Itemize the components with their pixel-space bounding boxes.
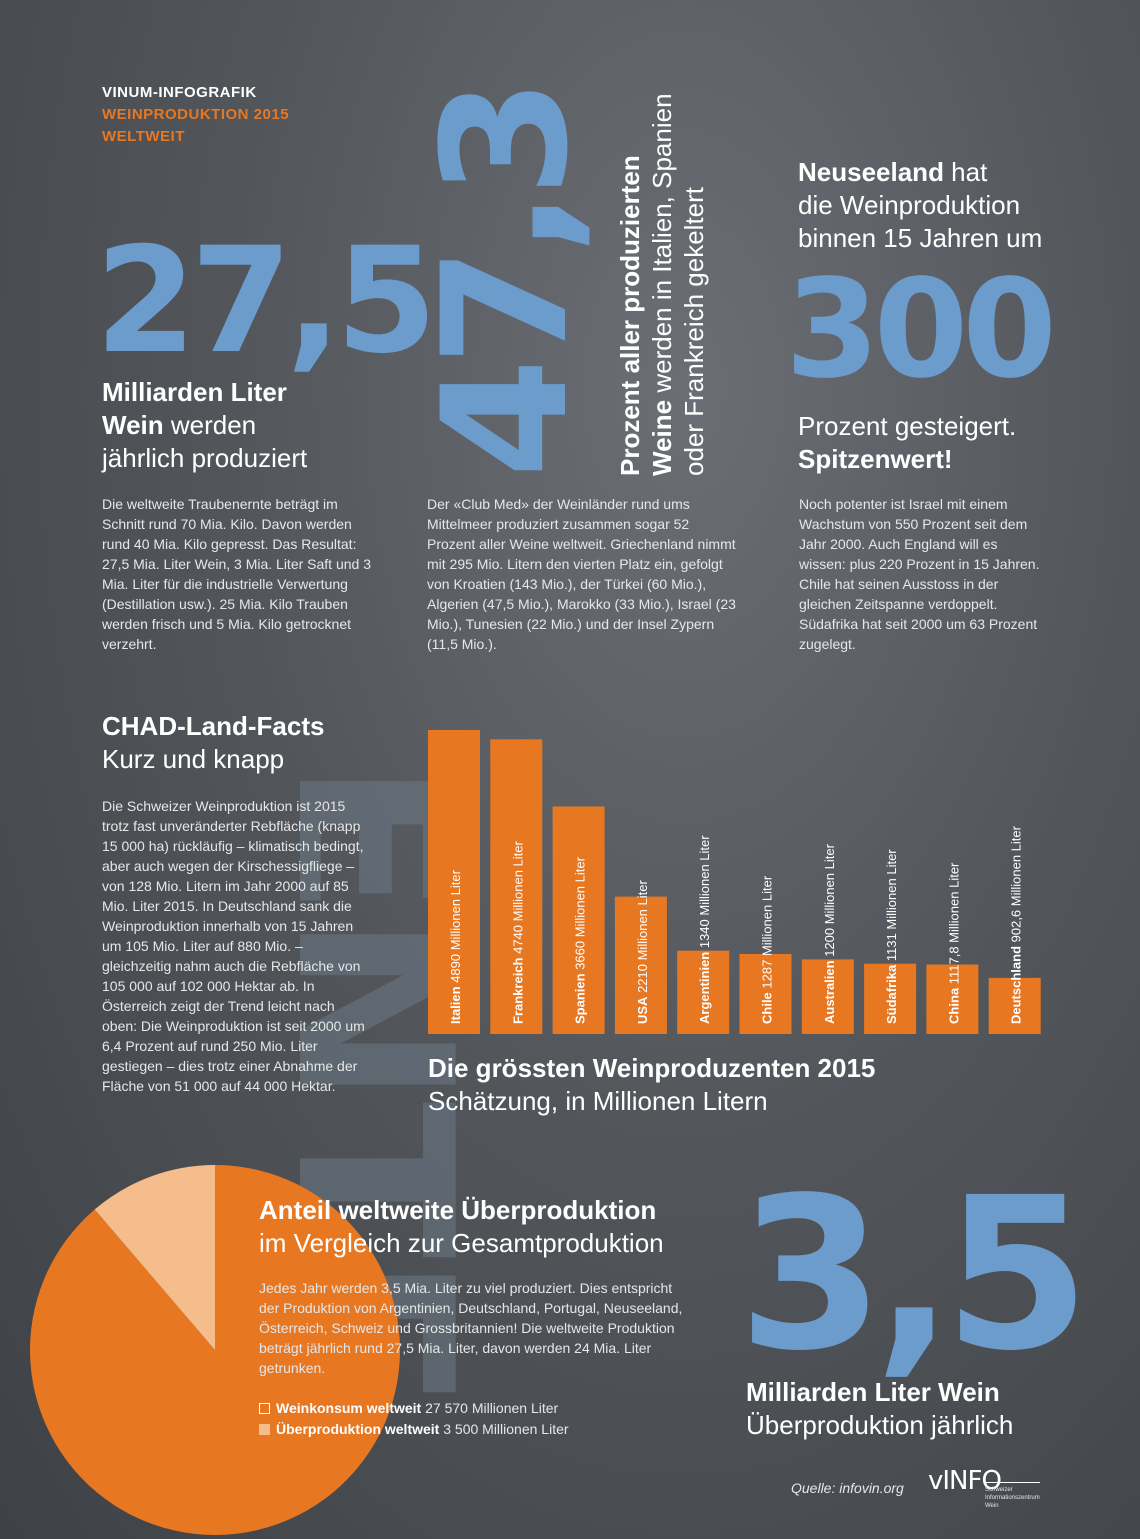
bar-label-frankreich: Frankreich 4740 Millionen Liter [510,840,525,1024]
stat4-label: Milliarden Liter Wein Überproduktion jäh… [746,1377,1014,1440]
header-line-3: WELTWEIT [102,128,185,145]
bar-label-argentinien: Argentinien 1340 Millionen Liter [697,835,712,1024]
bar-label-china: China 1117,8 Millionen Liter [946,862,961,1024]
pie-legend: Weinkonsum weltweit 27 570 Millionen Lit… [259,1398,569,1440]
header-line-1: VINUM-INFOGRAFIK [102,84,257,101]
stat3-number: 300 [785,251,1057,409]
stat2-label: Prozent aller produzierten Weine werden … [615,93,709,476]
bar-label-australien: Australien 1200 Millionen Liter [822,843,837,1024]
logo-rule [985,1482,1040,1483]
legend-swatch-consumption [259,1403,270,1414]
bar-china [926,964,979,1034]
bar-usa [614,896,667,1034]
bar-label-spanien: Spanien 3660 Millionen Liter [573,856,588,1024]
stat2-text: Der «Club Med» der Weinländer rund ums M… [427,496,736,652]
stat3-tail: Prozent gesteigert. Spitzenwert! [798,411,1017,474]
bar-italien [428,730,480,1034]
stat4-number: 3,5 [738,1152,1090,1397]
stat1-number: 27,5 [95,216,437,386]
bar-frankreich [490,739,543,1034]
bar-label-deutschland: Deutschland 902,6 Millionen Liter [1009,825,1024,1024]
legend-item-overproduction: Überproduktion weltweit 3 500 Millionen … [259,1419,569,1440]
bar-südafrika [864,963,917,1034]
bar-label-italien: Italien 4890 Millionen Liter [448,869,463,1024]
bar-australien [801,959,854,1034]
bar-chart-title: Die grössten Weinproduzenten 2015 [428,1053,876,1083]
pie-chart-svg [30,1165,401,1535]
legend-item-consumption: Weinkonsum weltweit 27 570 Millionen Lit… [259,1398,569,1419]
legend-swatch-overproduction [259,1424,270,1435]
chad-heading: CHAD-Land-Facts Kurz und knapp [102,711,325,774]
stat3-lead: Neuseeland hat die Weinproduktion binnen… [798,157,1043,253]
stat3-text: Noch potenter ist Israel mit einem Wachs… [799,496,1040,652]
bar-argentinien [677,950,730,1034]
bar-label-chile: Chile 1287 Millionen Liter [760,875,775,1024]
source-credit: Quelle: infovin.org [791,1480,904,1496]
chad-text: Die Schweizer Weinproduktion ist 2015 tr… [102,798,365,1094]
bar-chart-subtitle: Schätzung, in Millionen Litern [428,1086,768,1116]
infographic-header: VINUM-INFOGRAFIK WEINPRODUKTION 2015 WEL… [102,82,289,148]
stat1-label: Milliarden Liter Wein werden jährlich pr… [102,377,308,473]
pie-text: Jedes Jahr werden 3,5 Mia. Liter zu viel… [259,1280,683,1376]
stat1-text: Die weltweite Traubenernte beträgt im Sc… [102,496,371,652]
bar-chart-svg: Italien 4890 Millionen Liter Frankreich 4… [428,730,1041,1034]
pie-chart [0,1150,420,1539]
bar-chile [739,953,792,1034]
bar-chart-caption: Die grössten Weinproduzenten 2015 Schätz… [428,1052,875,1118]
pie-heading: Anteil weltweite Überproduktion im Vergl… [259,1195,664,1258]
bar-chart: Italien 4890 Millionen Liter Frankreich 4… [420,700,1050,1034]
stat2-number: 47,3 [405,85,606,478]
bar-label-südafrika: Südafrika 1131 Millionen Liter [884,849,899,1024]
header-line-2: WEINPRODUKTION 2015 [102,106,290,123]
pie-slice-overproduction [94,1165,215,1350]
bar-label-usa: USA 2210 Millionen Liter [635,880,650,1024]
vinfo-logo: vINFO Schweizer Informationszentrum Wein [928,1466,1040,1509]
bar-deutschland [988,977,1041,1034]
bar-spanien [552,806,605,1034]
